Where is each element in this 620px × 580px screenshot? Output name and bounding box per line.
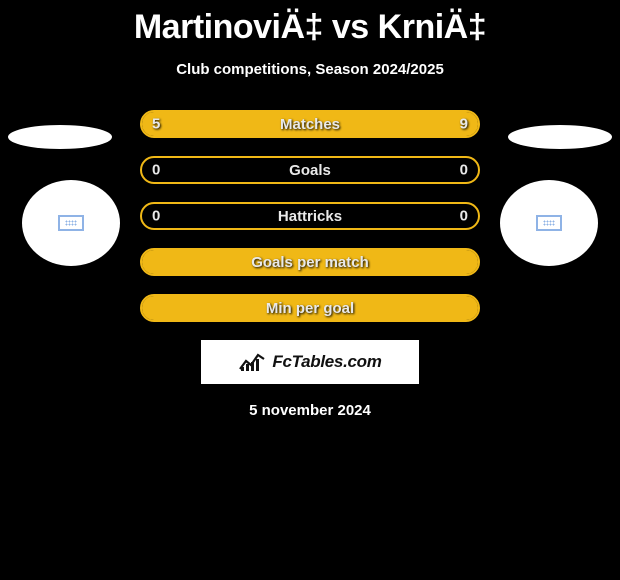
stat-row: 5 9 Matches <box>140 110 480 138</box>
stat-label: Min per goal <box>266 300 354 317</box>
stat-label: Matches <box>280 116 340 133</box>
brand-badge: FcTables.com <box>201 340 419 384</box>
stat-label: Hattricks <box>278 208 342 225</box>
brand-text: FcTables.com <box>272 352 381 372</box>
stat-value-left: 0 <box>152 162 160 179</box>
stat-value-left: 5 <box>152 116 160 133</box>
stat-value-right: 0 <box>460 208 468 225</box>
stat-row: 0 0 Goals <box>140 156 480 184</box>
stat-row: Min per goal <box>140 294 480 322</box>
stats-container: 5 9 Matches 0 0 Goals 0 0 Hattricks Goals per mat… <box>0 110 620 322</box>
stat-label: Goals per match <box>251 254 369 271</box>
stat-label: Goals <box>289 162 331 179</box>
stat-row: Goals per match <box>140 248 480 276</box>
stat-value-left: 0 <box>152 208 160 225</box>
subtitle: Club competitions, Season 2024/2025 <box>0 61 620 78</box>
stat-value-right: 0 <box>460 162 468 179</box>
brand-icon <box>238 351 266 373</box>
stat-row: 0 0 Hattricks <box>140 202 480 230</box>
date-text: 5 november 2024 <box>0 402 620 419</box>
stat-value-right: 9 <box>460 116 468 133</box>
page-title: MartinoviÄ‡ vs KrniÄ‡ <box>0 0 620 47</box>
